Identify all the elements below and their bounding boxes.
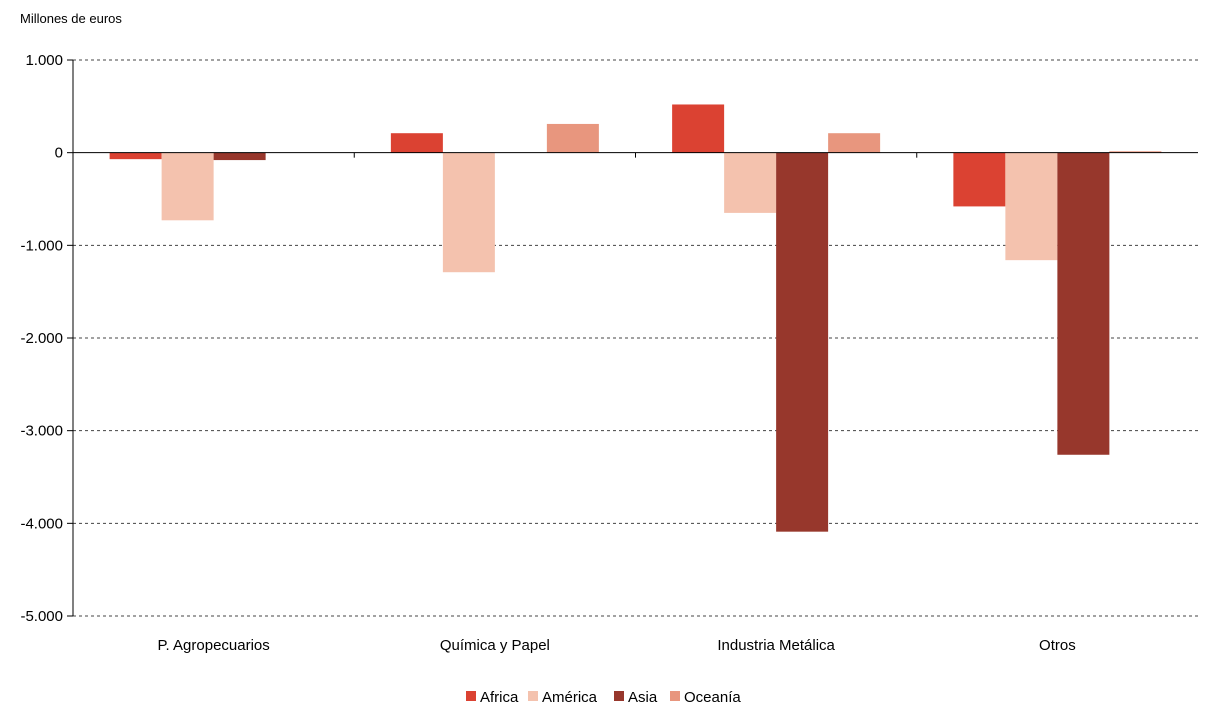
x-category-labels: P. Agropecuarios Química y Papel Industria… <box>157 637 1075 654</box>
y-tick-labels: 1.000 0 -1.000 -2.000 -3.000 -4.000 -5.000 <box>20 52 63 625</box>
legend-label: Asia <box>628 689 658 706</box>
y-tick-label: 1.000 <box>25 52 63 69</box>
bar <box>1109 151 1162 153</box>
axes <box>67 59 1198 617</box>
legend-swatch <box>528 691 538 701</box>
x-category-label: Otros <box>1039 637 1076 654</box>
bar <box>1057 152 1110 455</box>
y-tick-label: -5.000 <box>20 608 63 625</box>
legend-label: América <box>542 689 598 706</box>
bar <box>213 152 266 161</box>
bar <box>672 104 725 153</box>
bar <box>109 152 162 160</box>
x-category-label: Química y Papel <box>440 637 550 654</box>
y-tick-label: -4.000 <box>20 515 63 532</box>
legend-swatch <box>670 691 680 701</box>
bar <box>442 152 495 273</box>
bar <box>776 152 829 532</box>
bar <box>724 152 777 213</box>
legend-label: Oceanía <box>684 689 741 706</box>
gridlines <box>73 59 1198 617</box>
legend-swatch <box>614 691 624 701</box>
y-tick-label: -2.000 <box>20 330 63 347</box>
y-tick-label: -3.000 <box>20 423 63 440</box>
legend-swatch <box>466 691 476 701</box>
y-tick-label: 0 <box>55 145 63 162</box>
bar <box>390 133 443 153</box>
y-axis-unit-label: Millones de euros <box>20 11 122 26</box>
x-category-label: P. Agropecuarios <box>157 637 269 654</box>
bar <box>1005 152 1058 261</box>
bar <box>953 152 1006 207</box>
bars <box>109 104 1162 532</box>
legend-label: Africa <box>480 689 519 706</box>
x-category-label: Industria Metálica <box>717 637 835 654</box>
bar <box>546 123 599 153</box>
legend: Africa América Asia Oceanía <box>466 689 741 706</box>
y-tick-label: -1.000 <box>20 237 63 254</box>
bar <box>828 133 881 153</box>
bar <box>161 152 214 221</box>
